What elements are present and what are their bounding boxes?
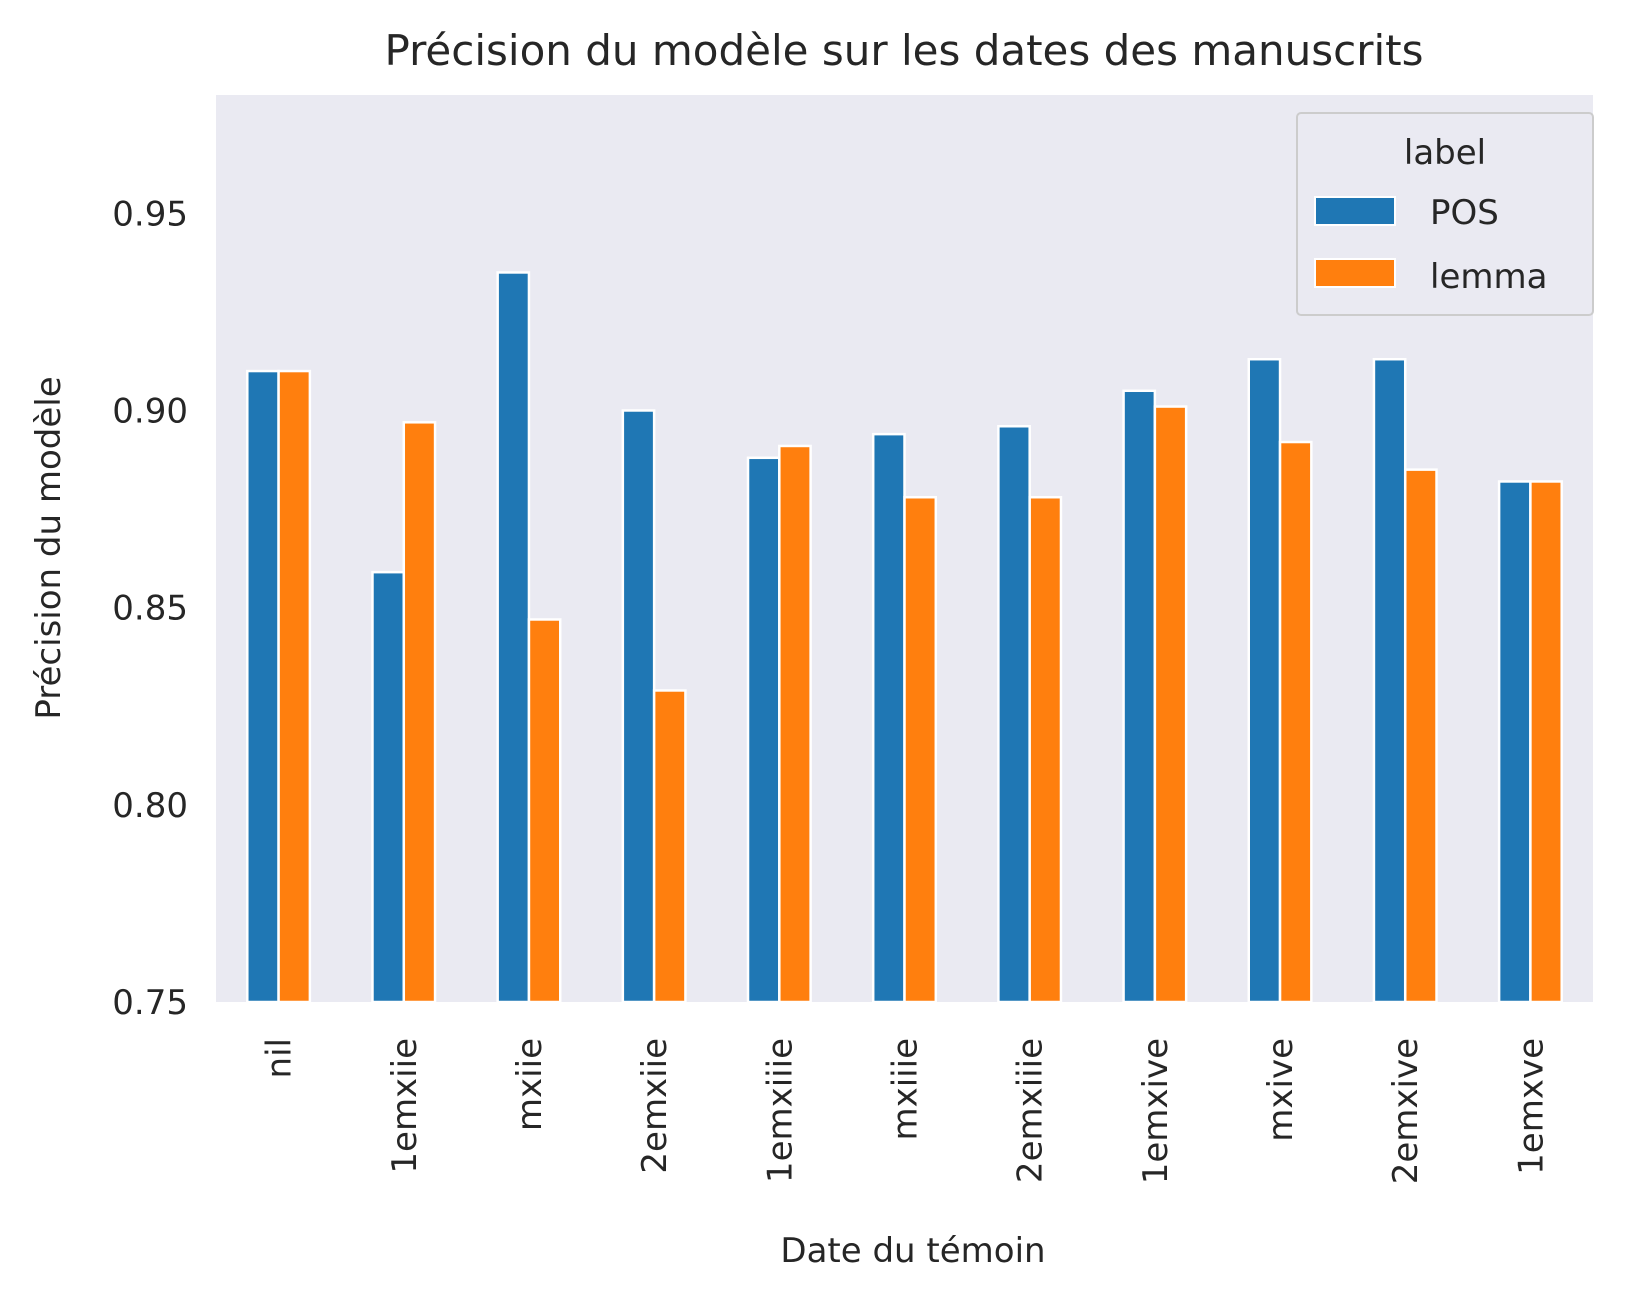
bar-pos-1emxiiie [746, 456, 781, 1004]
x-tick-label: 2emxive [1386, 1038, 1426, 1184]
x-tick-label: 2emxiie [635, 1038, 675, 1174]
bar-pos-mxive [1247, 357, 1282, 1004]
bar-pos-mxiiie [871, 432, 906, 1004]
bar-lemma-1emxve [1529, 480, 1563, 1004]
bar-lemma-2emxiie [652, 689, 687, 1004]
legend: label POS lemma [1296, 112, 1594, 316]
x-tick-label: 2emxiiie [1011, 1038, 1051, 1183]
bar-lemma-2emxive [1403, 468, 1438, 1004]
y-tick-label: 0.75 [112, 983, 188, 1023]
bar-pos-mxiie [496, 271, 531, 1004]
bar-pos-1emxve [1497, 480, 1532, 1004]
bar-lemma-nil [277, 369, 312, 1004]
x-axis-label: Date du témoin [780, 1231, 1045, 1271]
chart-title: Précision du modèle sur les dates des ma… [384, 26, 1423, 75]
x-tick-label: mxive [1261, 1038, 1301, 1142]
y-axis-label: Précision du modèle [29, 376, 69, 719]
y-tick-label: 0.95 [112, 194, 188, 234]
bars [246, 271, 1563, 1004]
legend-swatch-lemma [1314, 258, 1396, 288]
y-tick-label: 0.90 [112, 391, 188, 431]
bar-pos-1emxive [1122, 389, 1157, 1004]
y-tick-label: 0.80 [112, 786, 188, 826]
y-tick-label: 0.85 [112, 589, 188, 629]
x-tick-label: 1emxive [1136, 1038, 1176, 1184]
bar-lemma-mxiie [527, 618, 562, 1004]
bar-pos-2emxiie [621, 409, 656, 1004]
legend-title: label [1404, 133, 1486, 173]
legend-label-pos: POS [1430, 193, 1499, 233]
legend-label-lemma: lemma [1430, 257, 1547, 297]
bar-lemma-1emxive [1153, 405, 1188, 1004]
bar-lemma-mxiiie [903, 495, 938, 1004]
bar-lemma-1emxiiie [778, 444, 812, 1004]
x-tick-label: nil [260, 1038, 300, 1078]
bar-lemma-mxive [1278, 440, 1313, 1004]
bar-pos-2emxiiie [997, 425, 1031, 1004]
bar-pos-1emxiie [371, 570, 406, 1004]
y-axis: 0.75 0.80 0.85 0.90 0.95 [112, 194, 188, 1023]
bar-lemma-1emxiie [402, 421, 437, 1004]
legend-swatch-pos [1314, 196, 1396, 226]
bar-lemma-2emxiiie [1028, 495, 1063, 1004]
bar-pos-2emxive [1372, 357, 1407, 1004]
x-axis: nil 1emxiie mxiie 2emxiie 1emxiiie mxiiie 2emx… [260, 1038, 1552, 1184]
x-tick-label: 1emxve [1511, 1038, 1551, 1175]
x-tick-label: 1emxiiie [760, 1038, 800, 1183]
x-tick-label: mxiiie [886, 1038, 926, 1141]
x-tick-label: mxiie [510, 1038, 550, 1131]
bar-pos-nil [246, 369, 280, 1004]
x-tick-label: 1emxiie [385, 1038, 425, 1174]
